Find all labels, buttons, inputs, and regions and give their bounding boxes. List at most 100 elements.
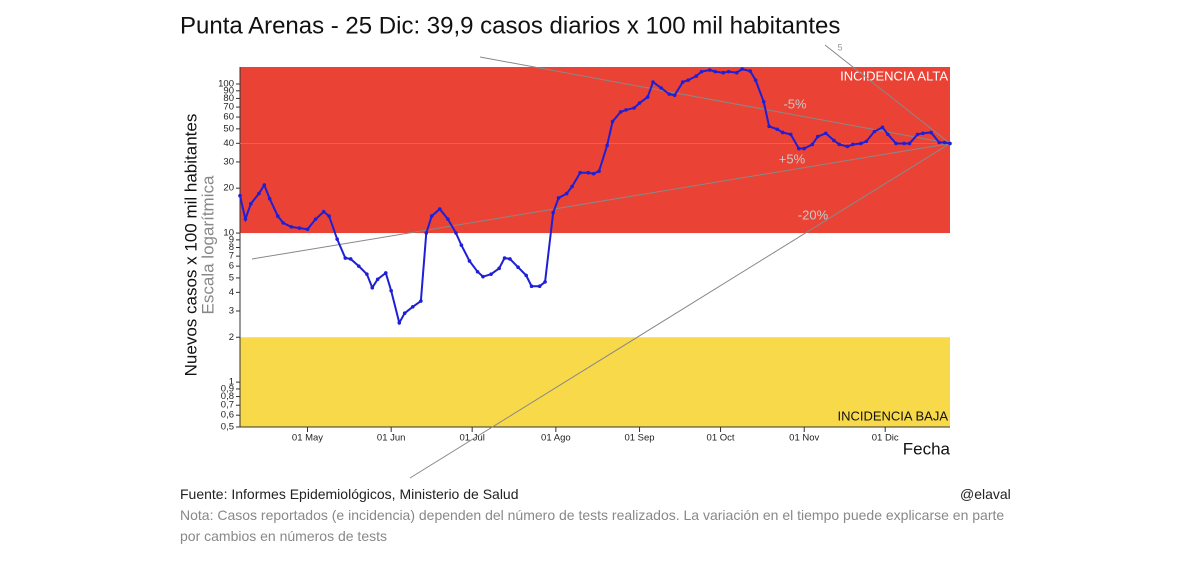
data-point (824, 131, 828, 136)
y-tick-label: 80 (223, 93, 234, 104)
x-tick-label: 01 Dic (872, 433, 899, 444)
y-tick-label: 90 (223, 85, 234, 96)
y-tick-label: 100 (218, 79, 234, 90)
data-point (243, 217, 248, 221)
data-point (356, 264, 361, 268)
data-point (726, 69, 731, 74)
y-axis-sublabel: Escala logarítmica (198, 175, 217, 314)
data-point (551, 210, 555, 215)
data-point (543, 280, 547, 284)
data-point (937, 140, 942, 145)
x-tick-label: 01 Jun (377, 433, 406, 444)
data-point (454, 231, 458, 235)
y-tick-label: 0,9 (221, 383, 234, 394)
y-tick-label: 30 (223, 156, 234, 167)
data-point (832, 138, 836, 143)
data-point (605, 143, 609, 148)
y-tick-label: 0,8 (221, 391, 234, 402)
data-point (632, 106, 636, 110)
data-point (948, 141, 952, 146)
data-point (694, 74, 699, 78)
data-point (591, 171, 596, 176)
data-point (365, 272, 369, 276)
y-axis-label: Nuevos casos x 100 mil habitantes (181, 114, 200, 377)
incidence-band (240, 337, 950, 427)
data-point (859, 141, 863, 146)
data-point (907, 141, 912, 146)
data-point (810, 142, 815, 147)
y-tick-label: 60 (223, 112, 234, 123)
x-tick-label: 01 Nov (789, 433, 819, 444)
data-point (713, 69, 717, 74)
data-point (516, 265, 520, 270)
data-point (424, 231, 429, 235)
x-tick-label: 01 Ago (541, 433, 571, 444)
data-point (851, 142, 855, 147)
x-tick-label: 01 Jul (459, 433, 484, 444)
y-tick-label: 0,7 (221, 400, 234, 411)
data-point (564, 191, 569, 196)
data-point (556, 196, 561, 200)
data-point (289, 225, 294, 229)
trend-line (479, 56, 951, 144)
data-point (775, 127, 780, 132)
data-point (410, 305, 415, 309)
data-point (915, 132, 920, 137)
x-tick-label: 01 Oct (707, 433, 735, 444)
x-tick-label: 01 May (292, 433, 323, 444)
data-point (262, 183, 267, 187)
data-point (305, 227, 310, 232)
chart-title: Punta Arenas - 25 Dic: 39,9 casos diario… (180, 12, 840, 39)
y-tick-label: 40 (223, 138, 234, 149)
data-point (570, 184, 574, 189)
data-point (321, 209, 326, 214)
data-point (942, 140, 947, 145)
data-point (586, 170, 591, 175)
data-point (748, 69, 753, 73)
data-point (797, 146, 801, 151)
data-point (707, 68, 712, 72)
y-tick-label: 3 (229, 306, 234, 317)
y-tick-label: 20 (223, 183, 234, 194)
data-point (929, 130, 933, 135)
y-tick-label: 50 (223, 123, 234, 134)
data-point (248, 202, 253, 206)
data-point (880, 125, 885, 130)
note: Nota: Casos reportados (e incidencia) de… (180, 507, 1005, 544)
data-point (437, 207, 442, 211)
data-point (886, 132, 890, 137)
trend-label: -20% (798, 207, 829, 222)
data-point (637, 101, 642, 105)
data-point (275, 214, 280, 218)
series-line (239, 67, 951, 326)
data-point (651, 80, 655, 84)
data-point (297, 226, 302, 230)
incidence-band (240, 67, 950, 234)
data-point (327, 214, 331, 218)
data-point (686, 78, 690, 83)
data-point (667, 92, 672, 96)
trend-label: +5% (779, 151, 806, 166)
data-point (267, 196, 272, 201)
data-point (680, 80, 685, 84)
data-point (761, 99, 766, 104)
trend-line (409, 143, 951, 479)
band-label: INCIDENCIA BAJA (837, 408, 948, 423)
data-point (389, 288, 393, 293)
data-point (508, 257, 512, 261)
data-point (597, 169, 601, 173)
data-point (780, 130, 785, 135)
x-axis-label: Fecha (903, 439, 951, 458)
data-point (348, 257, 353, 261)
data-point (837, 142, 842, 147)
data-point (902, 141, 906, 146)
data-point (864, 139, 869, 144)
y-tick-label: 8 (229, 242, 234, 253)
data-point (313, 217, 318, 221)
trend-label: 5 (837, 42, 842, 52)
data-point (610, 119, 615, 124)
data-point (489, 272, 493, 276)
x-tick-label: 01 Sep (624, 433, 654, 444)
y-tick-label: 70 (223, 102, 234, 113)
